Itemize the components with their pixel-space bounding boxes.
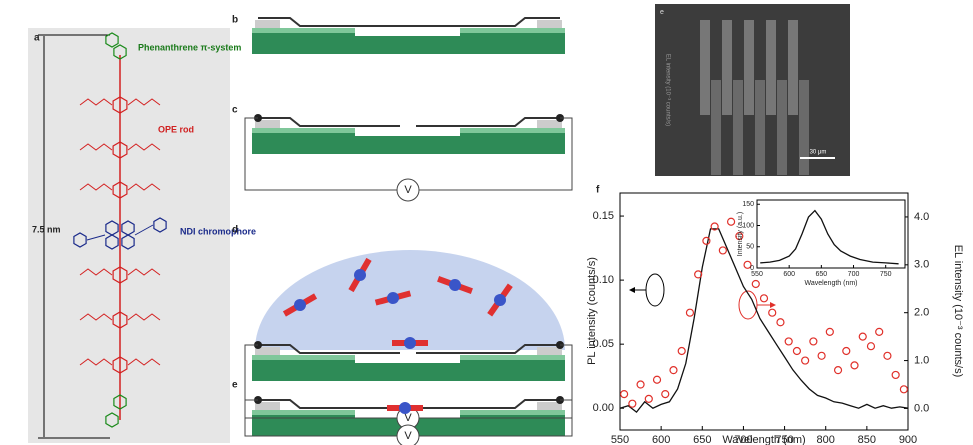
page: a 7.5 nm Phenanthrene π-system OPE rod N… (0, 0, 973, 445)
point (826, 328, 833, 335)
electrode (258, 18, 408, 26)
x-tick-label: 750 (775, 434, 793, 445)
x-tick-label: 900 (899, 434, 917, 445)
x-tick-label: 600 (652, 434, 670, 445)
inset-y-tick-label: 100 (742, 222, 754, 229)
inset-x-tick-label: 650 (816, 271, 828, 278)
y2-tick-label: 0.0 (914, 402, 929, 414)
x-tick-label: 850 (858, 434, 876, 445)
x-tick-label: 550 (611, 434, 629, 445)
finger (711, 80, 721, 175)
finger (700, 20, 710, 115)
finger (733, 80, 743, 175)
point (670, 367, 677, 374)
finger (799, 80, 809, 175)
inset-y-label: Intensity (a.u.) (737, 212, 744, 256)
panel-label: b (232, 15, 238, 26)
y-tick-label: 0.10 (593, 274, 614, 286)
point (629, 400, 636, 407)
finger (722, 20, 732, 115)
point (851, 362, 858, 369)
annotation-ellipse (646, 274, 664, 306)
point (621, 391, 628, 398)
point (802, 357, 809, 364)
y2-tick-label: 2.0 (914, 307, 929, 319)
core (404, 337, 416, 349)
pad (255, 20, 280, 28)
inset-y-tick-label: 50 (746, 244, 754, 251)
point (793, 348, 800, 355)
point (761, 295, 768, 302)
point (719, 247, 726, 254)
inset-y-tick-label: 0 (750, 265, 754, 272)
point (703, 237, 710, 244)
micro-label: e (660, 9, 664, 16)
panel-label: d (232, 225, 238, 236)
point (728, 218, 735, 225)
finger (744, 20, 754, 115)
trench (355, 28, 460, 36)
point (818, 352, 825, 359)
point (835, 367, 842, 374)
inset-x-label: Wavelength (nm) (804, 280, 857, 287)
point (637, 381, 644, 388)
inset-frame (757, 200, 905, 268)
inset-x-tick-label: 600 (783, 271, 795, 278)
pad (537, 20, 562, 28)
y-tick-label: 0.15 (593, 210, 614, 222)
figure: a 7.5 nm Phenanthrene π-system OPE rod N… (0, 0, 973, 445)
point (645, 395, 652, 402)
point (900, 386, 907, 393)
y2-axis-label: EL intensity (10⁻³ counts/s) (952, 245, 964, 378)
point (785, 338, 792, 345)
point (752, 280, 759, 287)
core (399, 402, 411, 414)
trench (355, 128, 460, 136)
point (678, 348, 685, 355)
y2-tick-label: 1.0 (914, 354, 929, 366)
finger (755, 80, 765, 175)
scale-bar-label: 30 μm (810, 150, 827, 156)
x-tick-label: 800 (817, 434, 835, 445)
point (876, 328, 883, 335)
inset-x-tick-label: 700 (848, 271, 860, 278)
ndi-label: NDI chromophore (180, 226, 256, 236)
panel-label: c (232, 105, 238, 116)
inset-x-tick-label: 750 (880, 271, 892, 278)
electrode (258, 400, 408, 408)
point (777, 319, 784, 326)
point (769, 309, 776, 316)
x-tick-label: 700 (734, 434, 752, 445)
voltage-label: V (404, 184, 412, 196)
phenanthrene-label: Phenanthrene π-system (138, 42, 241, 52)
y2-tick-label: 3.0 (914, 259, 929, 271)
ope-label: OPE rod (158, 124, 194, 134)
finger (766, 20, 776, 115)
panel-label: f (596, 185, 600, 196)
voltage-label: V (404, 430, 412, 442)
point (884, 352, 891, 359)
schematics: b c d e VVV (232, 15, 572, 445)
point (843, 348, 850, 355)
point (686, 309, 693, 316)
y2-tick-label: 4.0 (914, 211, 929, 223)
inset-x-tick-label: 550 (751, 271, 763, 278)
micro-axis-text: EL intensity (10⁻³ counts/s) (664, 54, 670, 126)
x-tick-label: 650 (693, 434, 711, 445)
inset-y-tick-label: 150 (742, 201, 754, 208)
panel-label: a (34, 33, 40, 44)
trench (355, 355, 460, 363)
point (810, 338, 817, 345)
y-tick-label: 0.00 (593, 402, 614, 414)
point (892, 371, 899, 378)
length-label: 7.5 nm (32, 224, 61, 234)
point (662, 391, 669, 398)
point (867, 343, 874, 350)
point (654, 376, 661, 383)
panel-label: e (232, 380, 238, 391)
finger (777, 80, 787, 175)
point (859, 333, 866, 340)
finger (788, 20, 798, 115)
y-tick-label: 0.05 (593, 338, 614, 350)
